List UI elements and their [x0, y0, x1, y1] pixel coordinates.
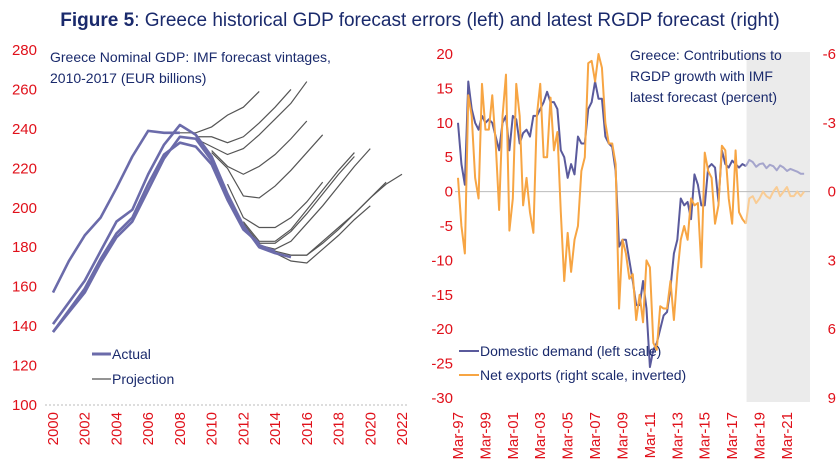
domestic-demand-forecast-line [744, 158, 805, 175]
right-chart-right-y-tick-label: 0 [828, 184, 836, 201]
left-y-tick-label: 280 [12, 42, 37, 59]
right-chart-left-y-tick-label: -30 [431, 390, 453, 407]
right-x-tick-label: Mar-09 [614, 412, 631, 459]
right-chart-right-y-tick-label: 9 [828, 390, 836, 407]
right-x-tick-label: Mar-97 [450, 412, 467, 459]
projection-line [195, 81, 308, 156]
right-chart-title-line-2: RGDP growth with IMF [630, 68, 773, 84]
right-x-tick-label: Mar-05 [560, 412, 577, 459]
projection-line [211, 120, 308, 175]
left-chart-nominal-gdp: Greece Nominal GDP: IMF forecast vintage… [12, 42, 411, 445]
left-legend: Actual Projection [92, 346, 174, 387]
right-chart-left-y-tick-label: -20 [431, 321, 453, 338]
right-chart-left-y-tick-label: 15 [436, 80, 453, 97]
left-y-tick-label: 100 [12, 397, 37, 414]
left-y-tick-label: 140 [12, 318, 37, 335]
legend-label-actual: Actual [112, 346, 151, 362]
right-chart-title-line-3: latest forecast (percent) [630, 89, 777, 105]
right-chart-left-y-tick-label: 10 [436, 115, 453, 132]
left-y-tick-label: 240 [12, 121, 37, 138]
projection-line [195, 89, 292, 144]
projection-line [242, 152, 355, 242]
right-chart-right-y-tick-label: 6 [828, 321, 836, 338]
left-x-tick-label: 2022 [394, 412, 411, 445]
right-x-tick-label: Mar-13 [669, 412, 686, 459]
right-chart-left-y-tick-label: -5 [440, 218, 453, 235]
right-x-tick-label: Mar-15 [697, 412, 714, 459]
right-x-tick-label: Mar-01 [505, 412, 522, 459]
right-x-tick-label: Mar-03 [532, 412, 549, 459]
right-chart-right-y-tick-label: -3 [823, 115, 836, 132]
right-chart-right-y-tick-label: -6 [823, 46, 836, 63]
right-x-tick-label: Mar-19 [752, 412, 769, 459]
left-y-tick-label: 260 [12, 81, 37, 98]
actual-line [51, 141, 261, 333]
right-x-tick-label: Mar-99 [477, 412, 494, 459]
projection-line [259, 148, 371, 250]
projection-line [211, 134, 324, 199]
right-x-tick-label: Mar-17 [724, 412, 741, 459]
projection-line [179, 90, 260, 134]
right-chart-title-line-1: Greece: Contributions to [630, 47, 782, 63]
right-x-tick-label: Mar-11 [642, 412, 659, 458]
legend-label-projection: Projection [112, 371, 174, 387]
right-chart-left-y-tick-label: -25 [431, 356, 453, 373]
left-x-tick-label: 2006 [140, 412, 157, 445]
left-x-tick-label: 2004 [108, 412, 125, 445]
projection-line [226, 181, 324, 229]
left-y-tick-label: 220 [12, 160, 37, 177]
left-x-tick-label: 2012 [235, 412, 252, 445]
left-y-tick-label: 160 [12, 279, 37, 296]
left-x-tick-label: 2020 [362, 412, 379, 445]
left-x-tick-label: 2000 [45, 412, 62, 445]
projection-line [242, 156, 355, 244]
figure-title-text: : Greece historical GDP forecast errors … [134, 10, 780, 31]
left-x-tick-label: 2014 [267, 412, 284, 445]
right-x-tick-label: Mar-21 [779, 412, 796, 459]
left-chart-title-line-1: Greece Nominal GDP: IMF forecast vintage… [50, 49, 331, 65]
left-y-tick-label: 200 [12, 200, 37, 217]
right-chart-left-y-tick-label: -15 [431, 287, 453, 304]
legend-label-net-exports: Net exports (right scale, inverted) [480, 367, 686, 383]
left-x-tick-label: 2018 [331, 412, 348, 445]
right-chart-right-y-tick-label: 3 [828, 252, 836, 269]
right-chart-left-y-tick-label: 5 [445, 149, 453, 166]
right-chart-left-y-tick-label: 20 [436, 46, 453, 63]
actual-line [51, 129, 180, 294]
projection-line [274, 205, 371, 264]
right-chart-left-y-tick-label: -10 [431, 252, 453, 269]
projection-line [290, 181, 387, 256]
left-y-tick-label: 120 [12, 358, 37, 375]
left-chart-title-line-2: 2010-2017 (EUR billions) [50, 70, 206, 86]
left-x-tick-label: 2010 [204, 412, 221, 445]
left-x-tick-label: 2002 [77, 412, 94, 445]
net-exports-line [457, 53, 747, 351]
left-y-tick-label: 180 [12, 239, 37, 256]
net-exports-forecast-line [744, 186, 805, 224]
left-x-tick-label: 2016 [299, 412, 316, 445]
right-x-tick-label: Mar-07 [587, 412, 604, 459]
legend-label-domestic-demand: Domestic demand (left scale) [480, 343, 661, 359]
figure-label: Figure 5 [60, 10, 134, 31]
right-chart-left-y-tick-label: 0 [445, 184, 453, 201]
left-x-tick-label: 2008 [172, 412, 189, 445]
forecast-shaded-region [746, 52, 810, 402]
right-legend: Domestic demand (left scale) Net exports… [459, 343, 686, 383]
figure-title: Figure 5: Greece historical GDP forecast… [60, 10, 779, 31]
